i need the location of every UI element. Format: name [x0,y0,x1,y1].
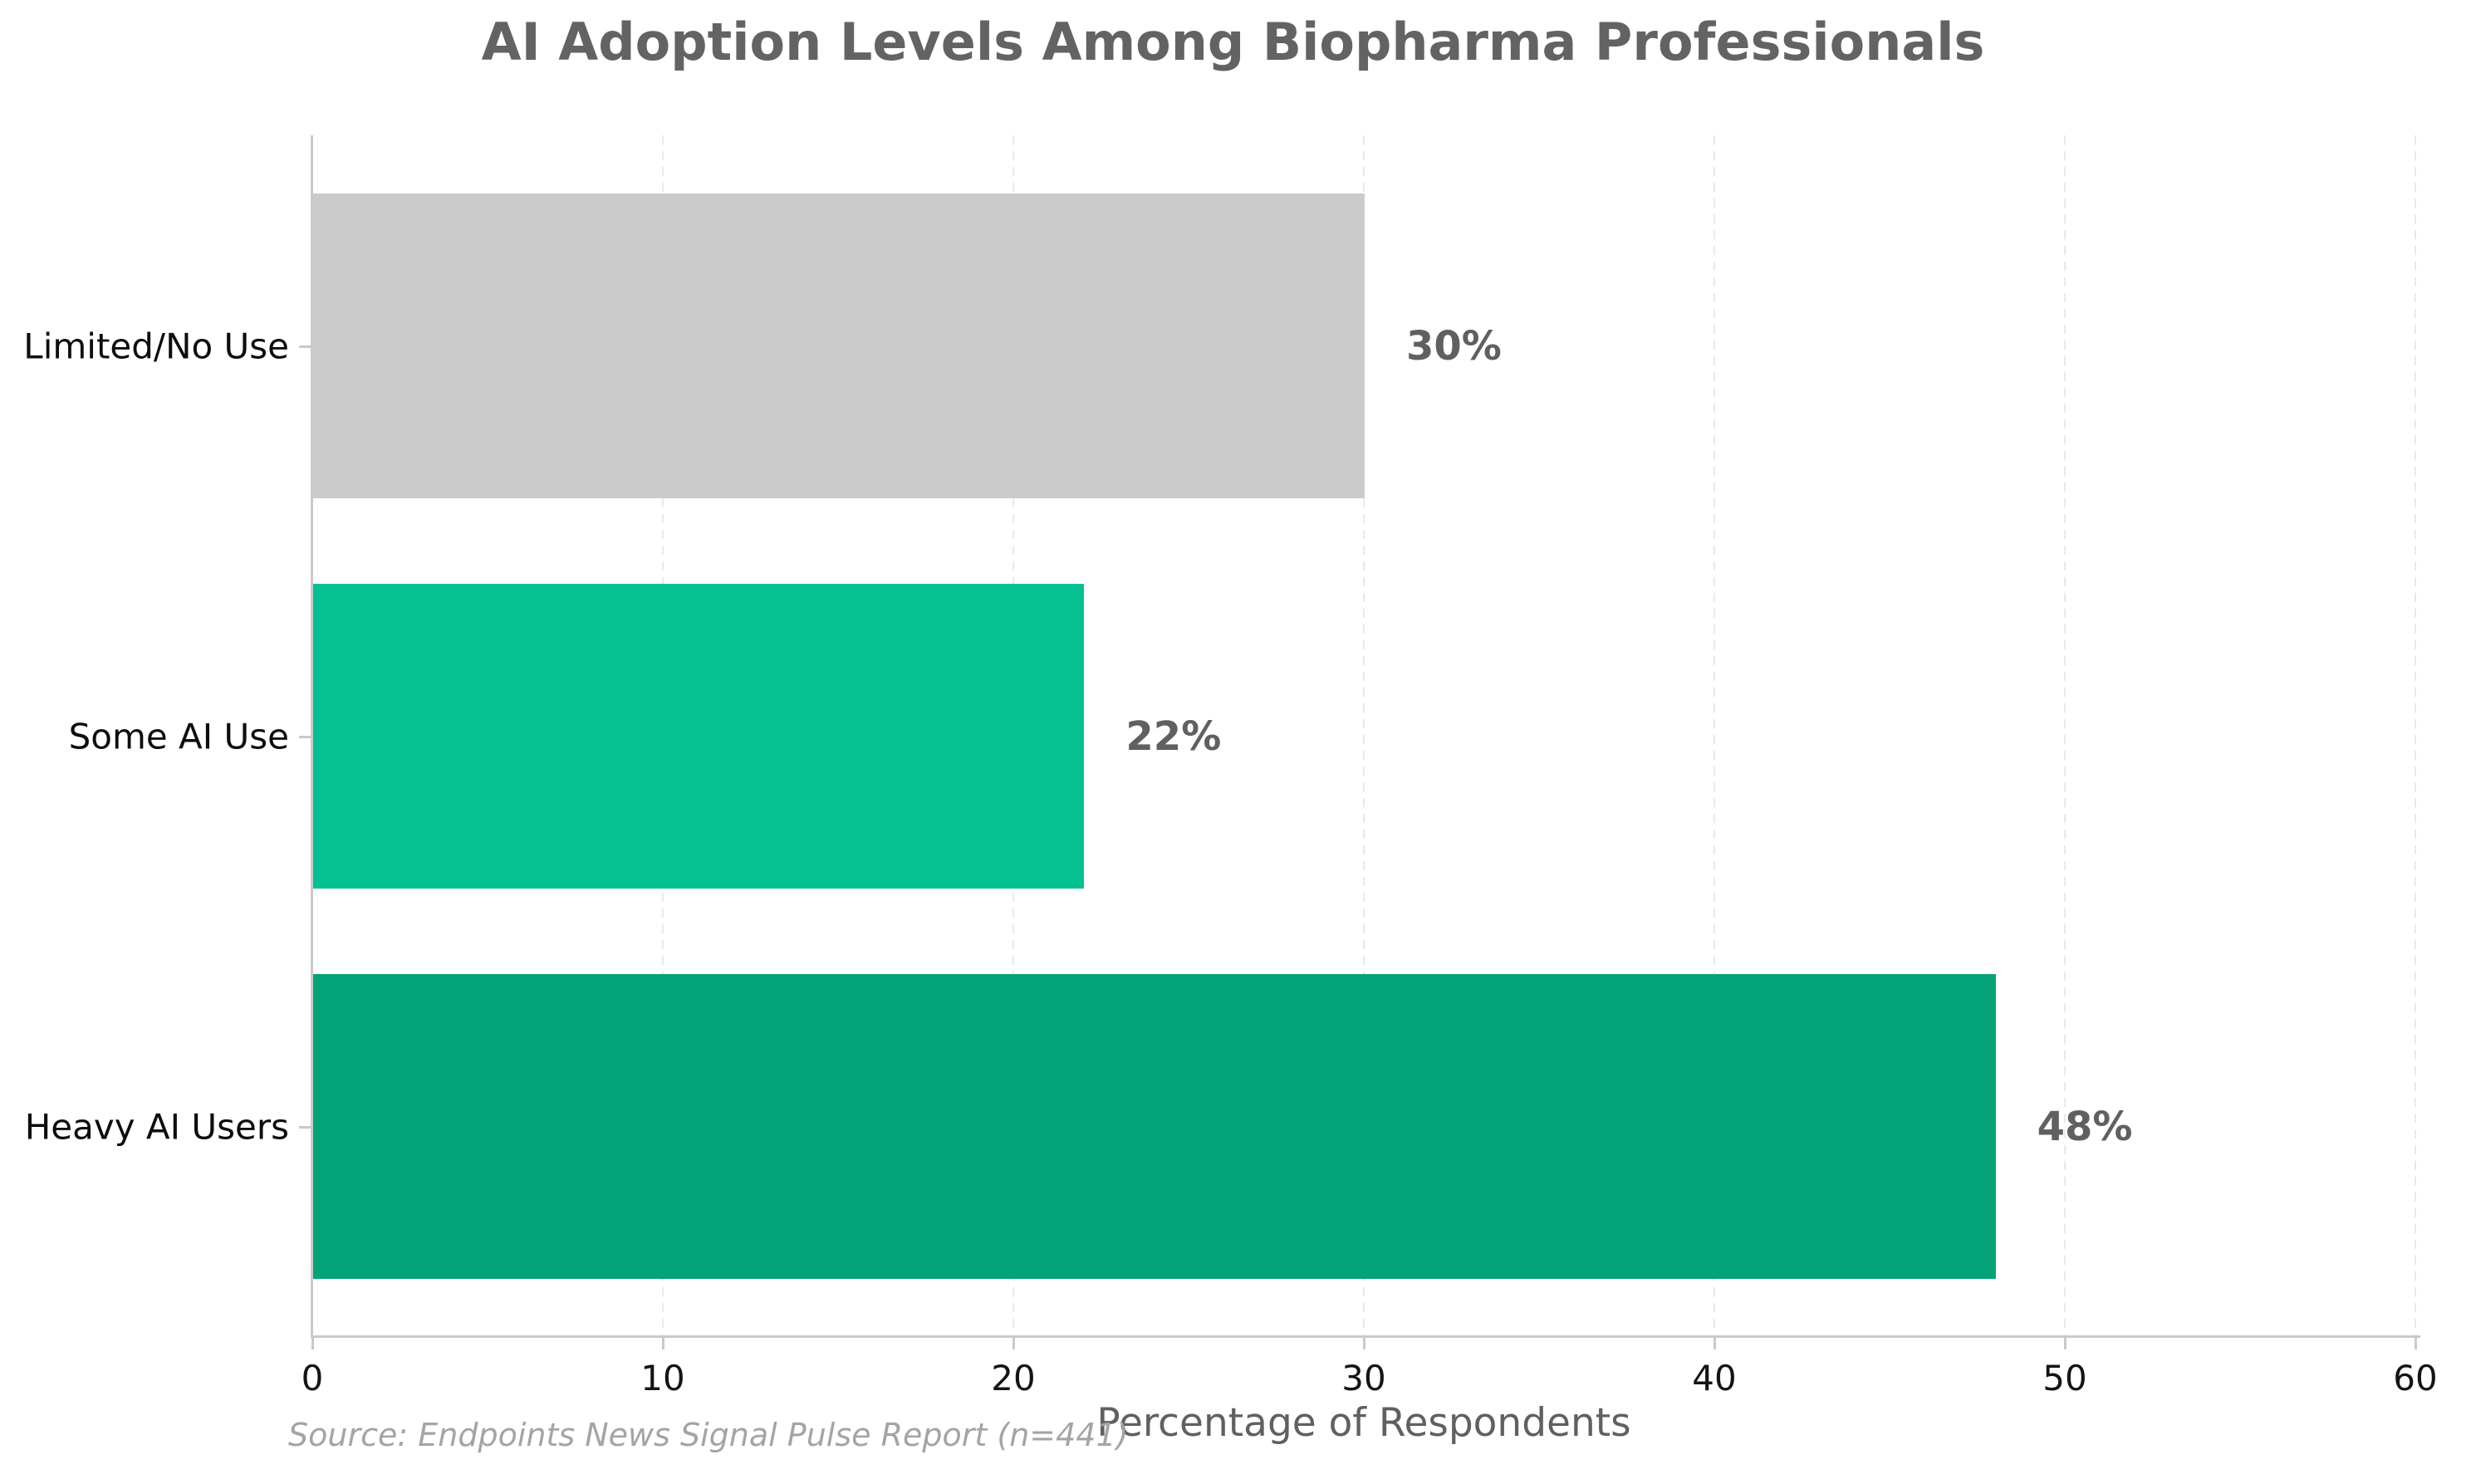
y-tick-mark-limited-no-use [299,345,312,348]
x-tick-mark-20 [1012,1335,1015,1349]
x-tick-mark-10 [662,1335,664,1349]
x-tick-label-50: 50 [2042,1358,2087,1398]
value-label-limited-no-use: 30% [1406,322,1502,370]
gridline-x-60 [2415,135,2416,1335]
gridline-x-50 [2064,135,2066,1335]
x-axis-title: Percentage of Respondents [1096,1400,1631,1446]
bar-heavy-ai-users [313,974,1996,1279]
y-tick-mark-some-ai-use [299,735,312,738]
x-tick-label-20: 20 [991,1358,1036,1398]
value-label-some-ai-use: 22% [1125,713,1222,760]
x-tick-mark-40 [1713,1335,1716,1349]
x-tick-mark-30 [1363,1335,1365,1349]
source-note: Source: Endpoints News Signal Pulse Repo… [288,1417,1129,1453]
chart-title: AI Adoption Levels Among Biopharma Profe… [481,12,1985,72]
x-tick-mark-50 [2064,1335,2066,1349]
x-tick-label-10: 10 [640,1358,685,1398]
y-tick-mark-heavy-ai-users [299,1125,312,1129]
category-label-heavy-ai-users: Heavy AI Users [24,1106,289,1147]
x-tick-label-60: 60 [2393,1358,2438,1398]
x-tick-label-40: 40 [1692,1358,1737,1398]
gridline-x-40 [1713,135,1715,1335]
bar-some-ai-use [313,584,1085,889]
x-tick-mark-60 [2415,1335,2417,1349]
gridline-x-30 [1363,135,1365,1335]
x-axis-line [311,1335,2420,1338]
x-tick-mark-0 [311,1335,314,1349]
category-label-limited-no-use: Limited/No Use [23,326,289,366]
x-tick-label-30: 30 [1341,1358,1386,1398]
x-tick-label-0: 0 [301,1358,324,1398]
bar-limited-no-use [313,193,1365,498]
category-label-some-ai-use: Some AI Use [68,716,289,757]
value-label-heavy-ai-users: 48% [2037,1103,2133,1150]
plot-area: 30% Limited/No Use 22% Some AI Use 48% Heavy … [23,135,2438,1398]
